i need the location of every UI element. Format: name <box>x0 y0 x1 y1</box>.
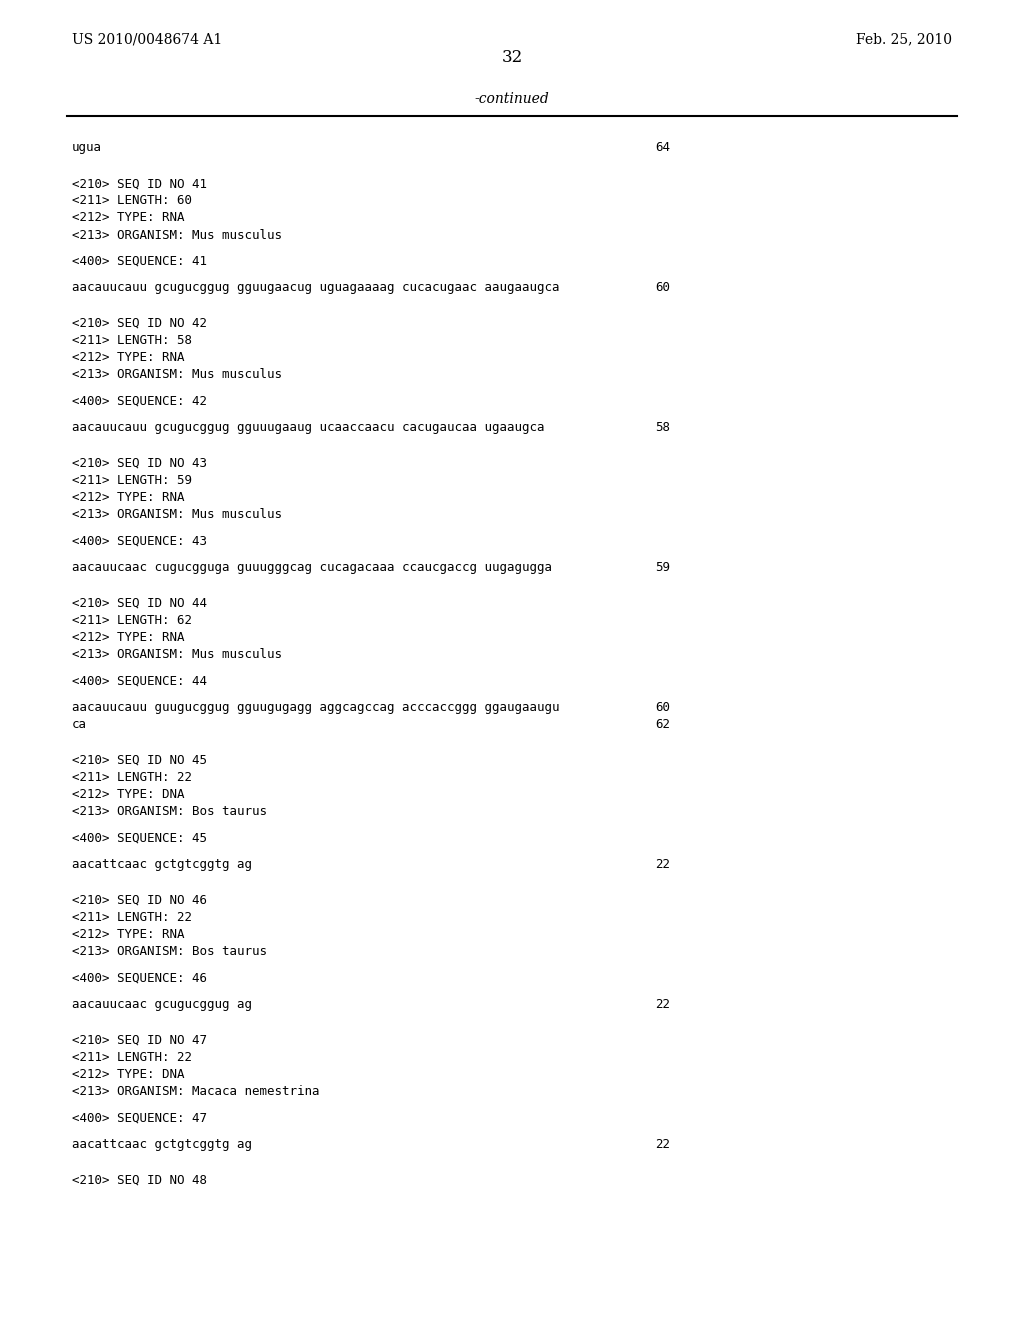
Text: <210> SEQ ID NO 48: <210> SEQ ID NO 48 <box>72 1173 207 1187</box>
Text: <210> SEQ ID NO 41: <210> SEQ ID NO 41 <box>72 177 207 190</box>
Text: 60: 60 <box>655 701 671 714</box>
Text: <400> SEQUENCE: 41: <400> SEQUENCE: 41 <box>72 255 207 268</box>
Text: <212> TYPE: RNA: <212> TYPE: RNA <box>72 351 184 364</box>
Text: <400> SEQUENCE: 46: <400> SEQUENCE: 46 <box>72 972 207 985</box>
Text: 60: 60 <box>655 281 671 294</box>
Text: <213> ORGANISM: Bos taurus: <213> ORGANISM: Bos taurus <box>72 945 266 958</box>
Text: ugua: ugua <box>72 141 101 154</box>
Text: aacauucaac gcugucggug ag: aacauucaac gcugucggug ag <box>72 998 252 1011</box>
Text: 32: 32 <box>502 49 522 66</box>
Text: <400> SEQUENCE: 42: <400> SEQUENCE: 42 <box>72 395 207 408</box>
Text: US 2010/0048674 A1: US 2010/0048674 A1 <box>72 32 222 46</box>
Text: aacauucauu gcugucggug gguuugaaug ucaaccaacu cacugaucaa ugaaugca: aacauucauu gcugucggug gguuugaaug ucaacca… <box>72 421 544 434</box>
Text: 22: 22 <box>655 1138 671 1151</box>
Text: <211> LENGTH: 58: <211> LENGTH: 58 <box>72 334 191 347</box>
Text: <212> TYPE: DNA: <212> TYPE: DNA <box>72 788 184 801</box>
Text: <212> TYPE: RNA: <212> TYPE: RNA <box>72 211 184 224</box>
Text: <212> TYPE: RNA: <212> TYPE: RNA <box>72 631 184 644</box>
Text: <213> ORGANISM: Bos taurus: <213> ORGANISM: Bos taurus <box>72 805 266 818</box>
Text: <400> SEQUENCE: 45: <400> SEQUENCE: 45 <box>72 832 207 845</box>
Text: <211> LENGTH: 60: <211> LENGTH: 60 <box>72 194 191 207</box>
Text: 22: 22 <box>655 858 671 871</box>
Text: 58: 58 <box>655 421 671 434</box>
Text: <400> SEQUENCE: 47: <400> SEQUENCE: 47 <box>72 1111 207 1125</box>
Text: <211> LENGTH: 22: <211> LENGTH: 22 <box>72 771 191 784</box>
Text: <213> ORGANISM: Mus musculus: <213> ORGANISM: Mus musculus <box>72 648 282 661</box>
Text: <211> LENGTH: 59: <211> LENGTH: 59 <box>72 474 191 487</box>
Text: <400> SEQUENCE: 44: <400> SEQUENCE: 44 <box>72 675 207 688</box>
Text: <211> LENGTH: 22: <211> LENGTH: 22 <box>72 1051 191 1064</box>
Text: 62: 62 <box>655 718 671 731</box>
Text: <212> TYPE: DNA: <212> TYPE: DNA <box>72 1068 184 1081</box>
Text: <213> ORGANISM: Macaca nemestrina: <213> ORGANISM: Macaca nemestrina <box>72 1085 319 1098</box>
Text: aacattcaac gctgtcggtg ag: aacattcaac gctgtcggtg ag <box>72 858 252 871</box>
Text: <211> LENGTH: 22: <211> LENGTH: 22 <box>72 911 191 924</box>
Text: <210> SEQ ID NO 46: <210> SEQ ID NO 46 <box>72 894 207 907</box>
Text: <212> TYPE: RNA: <212> TYPE: RNA <box>72 928 184 941</box>
Text: <211> LENGTH: 62: <211> LENGTH: 62 <box>72 614 191 627</box>
Text: aacauucauu guugucggug gguugugagg aggcagccag acccaccggg ggaugaaugu: aacauucauu guugucggug gguugugagg aggcagc… <box>72 701 559 714</box>
Text: 64: 64 <box>655 141 671 154</box>
Text: <400> SEQUENCE: 43: <400> SEQUENCE: 43 <box>72 535 207 548</box>
Text: <213> ORGANISM: Mus musculus: <213> ORGANISM: Mus musculus <box>72 228 282 242</box>
Text: <210> SEQ ID NO 44: <210> SEQ ID NO 44 <box>72 597 207 610</box>
Text: 59: 59 <box>655 561 671 574</box>
Text: <210> SEQ ID NO 47: <210> SEQ ID NO 47 <box>72 1034 207 1047</box>
Text: <210> SEQ ID NO 43: <210> SEQ ID NO 43 <box>72 457 207 470</box>
Text: <212> TYPE: RNA: <212> TYPE: RNA <box>72 491 184 504</box>
Text: -continued: -continued <box>475 91 549 106</box>
Text: Feb. 25, 2010: Feb. 25, 2010 <box>856 32 952 46</box>
Text: <210> SEQ ID NO 45: <210> SEQ ID NO 45 <box>72 754 207 767</box>
Text: aacauucaac cugucgguga guuugggcag cucagacaaa ccaucgaccg uugagugga: aacauucaac cugucgguga guuugggcag cucagac… <box>72 561 552 574</box>
Text: ca: ca <box>72 718 87 731</box>
Text: aacauucauu gcugucggug gguugaacug uguagaaaag cucacugaac aaugaaugca: aacauucauu gcugucggug gguugaacug uguagaa… <box>72 281 559 294</box>
Text: <210> SEQ ID NO 42: <210> SEQ ID NO 42 <box>72 317 207 330</box>
Text: 22: 22 <box>655 998 671 1011</box>
Text: <213> ORGANISM: Mus musculus: <213> ORGANISM: Mus musculus <box>72 508 282 521</box>
Text: aacattcaac gctgtcggtg ag: aacattcaac gctgtcggtg ag <box>72 1138 252 1151</box>
Text: <213> ORGANISM: Mus musculus: <213> ORGANISM: Mus musculus <box>72 368 282 381</box>
